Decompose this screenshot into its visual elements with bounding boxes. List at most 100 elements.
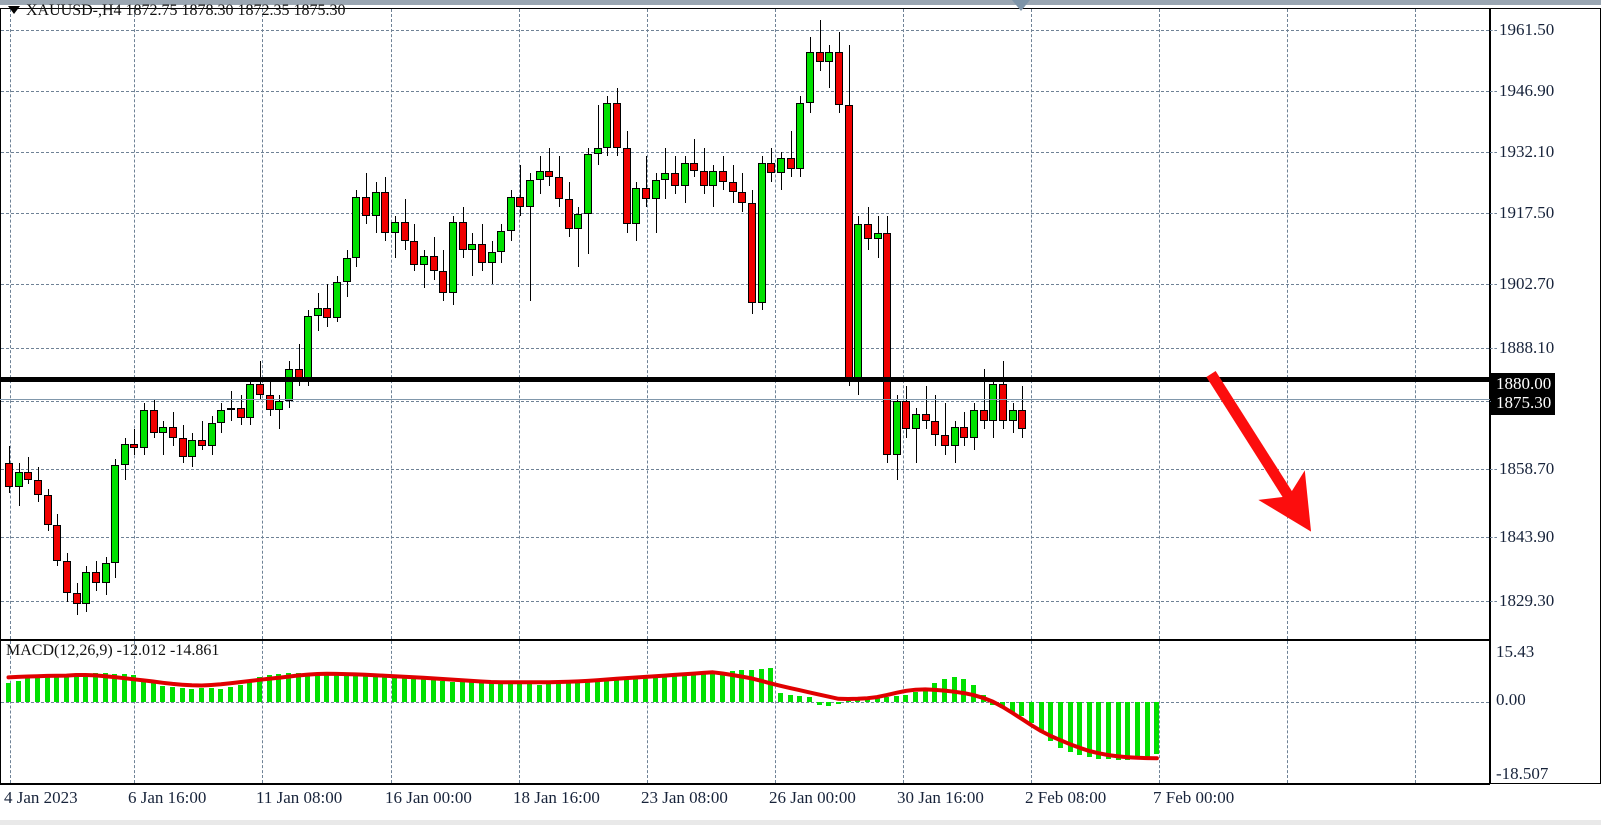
macd-histogram-bar (1077, 702, 1083, 755)
candle-body (362, 196, 371, 216)
macd-histogram-bar (1009, 702, 1015, 712)
price-gridline (1, 601, 1489, 602)
macd-histogram-bar (73, 673, 79, 702)
candle-body (757, 162, 766, 304)
macd-histogram-bar (1028, 702, 1034, 723)
price-axis-tick (1490, 30, 1497, 31)
bid-price-tag[interactable]: 1875.30 (1491, 392, 1556, 415)
macd-histogram-bar (536, 685, 542, 702)
price-axis-tick (1490, 469, 1497, 470)
macd-histogram-bar (54, 674, 60, 702)
macd-histogram-bar (1057, 702, 1063, 749)
candle-body (786, 158, 795, 169)
candle-body (333, 281, 342, 319)
candle-wick (645, 156, 647, 208)
candle-body (584, 153, 592, 214)
macd-histogram-bar (710, 672, 716, 702)
macd-histogram-bar (83, 673, 89, 702)
candle-wick (925, 386, 927, 430)
time-gridline (1159, 9, 1160, 639)
price-axis-labels[interactable]: 1961.50 1946.90 1932.10 1917.50 1902.70 1888.… (1490, 0, 1601, 825)
candle-body (834, 51, 843, 105)
candle-wick (703, 147, 705, 195)
candle-body (410, 241, 419, 265)
candle-body (323, 307, 332, 319)
candle-body (101, 563, 110, 583)
candle-body (670, 173, 679, 186)
macd-histogram-bar (102, 673, 108, 702)
macd-histogram-bar (411, 677, 417, 702)
macd-histogram-bar (199, 688, 204, 702)
candle-body (265, 394, 274, 410)
price-axis-label: 1888.10 (1499, 338, 1555, 357)
macd-gridline (391, 641, 392, 783)
candle-wick (491, 241, 493, 285)
macd-histogram-bar (314, 674, 320, 702)
candle-body (111, 465, 120, 564)
candle-body (844, 104, 853, 378)
time-axis[interactable]: 4 Jan 2023 6 Jan 16:00 11 Jan 08:00 16 Jan … (0, 784, 1601, 825)
candle-wick (520, 164, 522, 216)
price-gridline (1, 537, 1489, 538)
macd-histogram-bar (613, 678, 619, 702)
macd-histogram-bar (382, 674, 388, 702)
macd-histogram-bar (141, 680, 147, 702)
price-chart-plot[interactable] (1, 9, 1489, 639)
time-gridline (775, 9, 776, 639)
candle-body (198, 439, 206, 447)
candle-body (400, 222, 409, 242)
candle-wick (163, 420, 165, 455)
macd-histogram-bar (527, 684, 533, 702)
candle-wick (28, 456, 30, 485)
macd-histogram-bar (150, 683, 156, 702)
macd-histogram-bar (1125, 702, 1131, 760)
candle-body (555, 177, 564, 199)
macd-histogram-bar (681, 674, 687, 702)
time-axis-label: 23 Jan 08:00 (641, 788, 728, 807)
macd-histogram-bar (961, 678, 967, 702)
macd-histogram-bar (363, 673, 369, 702)
candle-body (641, 188, 650, 199)
candle-body (892, 401, 901, 455)
macd-histogram-bar (845, 701, 851, 702)
macd-histogram-bar (903, 694, 909, 702)
macd-histogram-bar (835, 702, 841, 705)
candle-body (854, 224, 863, 378)
macd-histogram-bar (15, 680, 21, 702)
macd-histogram-bar (623, 678, 629, 702)
macd-histogram-bar (1106, 702, 1112, 760)
macd-histogram-bar (392, 675, 397, 702)
macd-histogram-bar (1067, 702, 1073, 753)
macd-histogram-bar (440, 680, 446, 702)
macd-gridline (10, 641, 11, 783)
macd-histogram-bar (227, 687, 233, 702)
macd-histogram-bar (1154, 702, 1160, 754)
macd-histogram-bar (285, 672, 291, 702)
macd-histogram-bar (816, 702, 822, 706)
macd-histogram-bar (131, 674, 137, 702)
candle-body (352, 196, 361, 259)
candle-body (699, 171, 708, 186)
price-gridline (1, 152, 1489, 153)
price-axis-tick (1490, 348, 1497, 349)
time-gridline (647, 9, 648, 639)
candle-body (912, 414, 921, 430)
candle-body (535, 171, 544, 180)
macd-histogram-bar (749, 669, 755, 702)
macd-histogram-bar (218, 689, 224, 702)
candle-body (767, 162, 776, 174)
macd-histogram-bar (585, 680, 590, 702)
triangle-down-icon[interactable] (8, 6, 20, 14)
candle-body (284, 369, 293, 402)
level-price-tag[interactable]: 1880.00 (1491, 373, 1556, 396)
candle-body (207, 422, 216, 447)
macd-indicator-plot[interactable] (1, 641, 1489, 783)
candle-wick (134, 429, 136, 455)
macd-axis-label: 15.43 (1496, 642, 1535, 661)
bid-price-line (0, 399, 1490, 400)
macd-histogram-bar (1115, 702, 1121, 761)
macd-histogram-bar (420, 678, 426, 702)
candle-wick (945, 403, 947, 455)
resistance-level-line[interactable] (0, 377, 1490, 382)
